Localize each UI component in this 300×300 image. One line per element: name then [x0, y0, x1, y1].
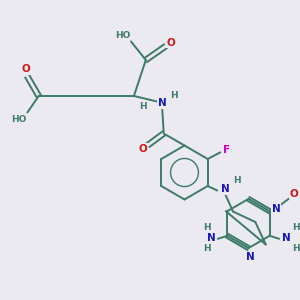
- Text: F: F: [224, 145, 231, 155]
- Text: O: O: [139, 143, 147, 154]
- Text: H: H: [139, 102, 147, 111]
- Text: N: N: [158, 98, 167, 109]
- Text: H: H: [292, 244, 300, 253]
- Text: H: H: [292, 223, 300, 232]
- Text: O: O: [290, 189, 298, 199]
- Text: N: N: [207, 233, 215, 243]
- Text: H: H: [233, 176, 240, 185]
- Text: HO: HO: [11, 115, 27, 124]
- Text: H: H: [203, 223, 211, 232]
- Text: O: O: [22, 64, 30, 74]
- Text: O: O: [166, 38, 175, 48]
- Text: HO: HO: [115, 31, 130, 40]
- Text: N: N: [221, 184, 230, 194]
- Text: H: H: [203, 244, 211, 253]
- Text: N: N: [272, 204, 280, 214]
- Text: N: N: [247, 251, 255, 262]
- Text: N: N: [282, 233, 291, 243]
- Text: H: H: [170, 91, 177, 100]
